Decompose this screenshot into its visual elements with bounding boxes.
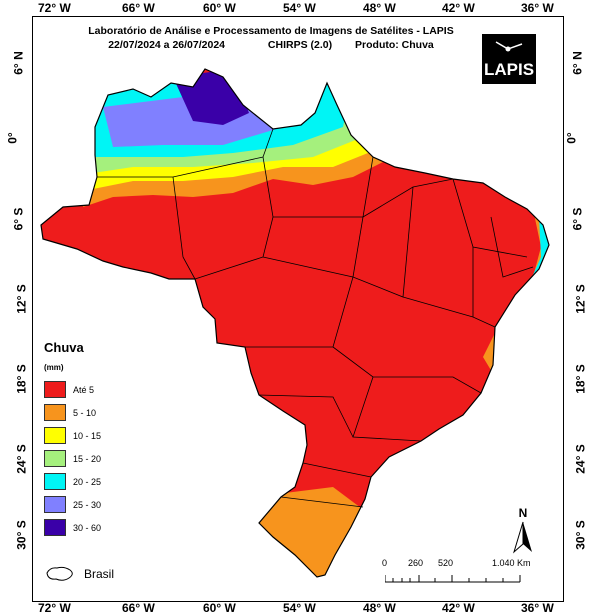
lon-label: 60° W	[203, 601, 236, 615]
lat-label: 0°	[564, 132, 579, 144]
legend-label: 5 - 10	[73, 407, 97, 418]
scale-ruler	[385, 575, 521, 583]
lon-label: 54° W	[283, 1, 316, 15]
lat-label: 30° S	[14, 520, 29, 550]
legend-item: 25 - 30	[44, 493, 101, 516]
legend-item: 15 - 20	[44, 447, 101, 470]
lat-label: 6° S	[11, 207, 26, 231]
legend-label: 15 - 20	[73, 453, 102, 464]
legend-item: 5 - 10	[44, 401, 101, 424]
legend-label: 30 - 60	[73, 522, 102, 533]
lon-label: 48° W	[363, 1, 396, 15]
lon-label: 72° W	[38, 1, 71, 15]
lat-label: 24° S	[14, 444, 29, 474]
legend-unit: (mm)	[44, 363, 64, 372]
legend-swatch	[44, 496, 66, 513]
legend-label: 10 - 15	[73, 430, 102, 441]
satellite-icon	[495, 41, 523, 52]
lat-label: 6° N	[11, 51, 26, 75]
logo-text: LAPIS	[483, 60, 535, 79]
lat-label: 12° S	[14, 284, 29, 314]
brazil-rainfall-map	[40, 68, 550, 578]
legend-label: 20 - 25	[73, 476, 102, 487]
lat-label: 18° S	[573, 364, 588, 394]
date-range: 22/07/2024 a 26/07/2024	[108, 39, 225, 51]
state-borders	[97, 128, 534, 508]
lat-label: 6° N	[570, 51, 585, 75]
legend-swatch	[44, 381, 66, 398]
title-line1: Laboratório de Análise e Processamento d…	[88, 25, 454, 37]
title-line2: 22/07/2024 a 26/07/2024 CHIRPS (2.0) Pro…	[36, 38, 506, 52]
legend-swatch	[44, 404, 66, 421]
lat-label: 18° S	[14, 364, 29, 394]
legend-item: 20 - 25	[44, 470, 101, 493]
lat-label: 24° S	[573, 444, 588, 474]
legend-label: 25 - 30	[73, 499, 102, 510]
scale-label: 0	[382, 558, 388, 568]
brasil-key: Brasil	[44, 565, 114, 583]
legend-title: Chuva	[44, 340, 84, 355]
legend-label: Até 5	[73, 384, 95, 395]
lat-label: 30° S	[573, 520, 588, 550]
north-label: N	[518, 506, 528, 520]
lapis-logo: LAPIS	[482, 34, 536, 84]
lat-label: 6° S	[570, 207, 585, 231]
north-arrow-icon	[513, 521, 532, 554]
legend-item: 30 - 60	[44, 516, 101, 539]
scale-bar: 0 260 520 1.040 Km	[380, 556, 550, 586]
lat-label: 12° S	[573, 284, 588, 314]
lon-label: 60° W	[203, 1, 236, 15]
scale-label: 520	[438, 558, 454, 568]
map-title: Laboratório de Análise e Processamento d…	[36, 24, 506, 52]
lat-label: 0°	[5, 132, 20, 144]
lon-label: 36° W	[521, 1, 554, 15]
brazil-outline-icon	[46, 566, 73, 581]
lon-label: 48° W	[363, 601, 396, 615]
product-name: Produto: Chuva	[355, 39, 434, 51]
legend-item: Até 5	[44, 378, 101, 401]
scale-label: 1.040 Km	[492, 558, 531, 568]
model-name: CHIRPS (2.0)	[267, 39, 333, 51]
brasil-label: Brasil	[84, 567, 115, 581]
lon-label: 72° W	[38, 601, 71, 615]
lon-label: 66° W	[122, 1, 155, 15]
lon-label: 54° W	[283, 601, 316, 615]
legend: Chuva (mm) Até 5 5 - 10 10 - 15 15 - 20 …	[44, 340, 101, 539]
lon-label: 42° W	[442, 601, 475, 615]
lon-label: 66° W	[122, 601, 155, 615]
legend-swatch	[44, 473, 66, 490]
scale-label: 260	[408, 558, 424, 568]
legend-item: 10 - 15	[44, 424, 101, 447]
lon-label: 36° W	[521, 601, 554, 615]
lon-label: 42° W	[442, 1, 475, 15]
legend-swatch	[44, 427, 66, 444]
legend-swatch	[44, 519, 66, 536]
legend-swatch	[44, 450, 66, 467]
north-arrow: N	[510, 506, 536, 556]
